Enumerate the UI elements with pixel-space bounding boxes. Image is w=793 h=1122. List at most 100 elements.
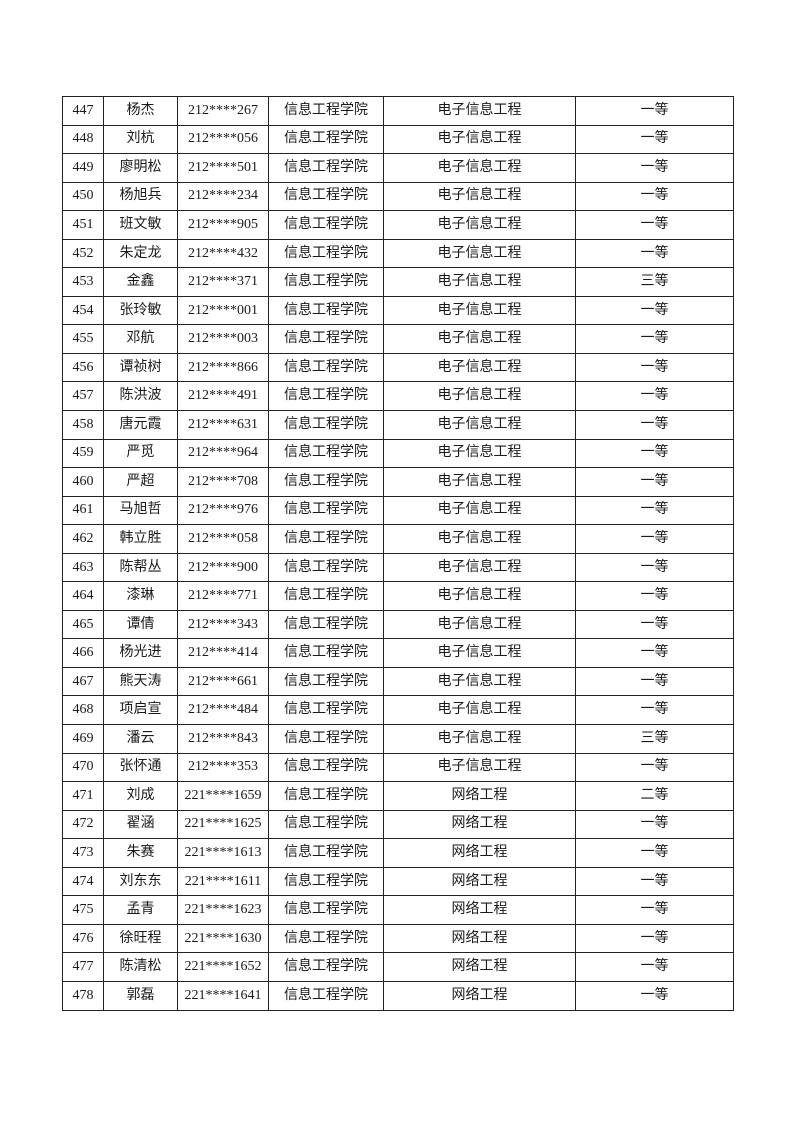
cell-college: 信息工程学院: [268, 238, 384, 269]
table-row: 463 陈帮丛 212****900 信息工程学院 电子信息工程 一等: [62, 552, 734, 583]
table-row: 455 邓航 212****003 信息工程学院 电子信息工程 一等: [62, 324, 734, 354]
cell-award-level: 一等: [575, 895, 734, 925]
cell-student-id: 212****491: [177, 381, 269, 412]
cell-serial-number: 460: [62, 467, 104, 497]
table-row: 452 朱定龙 212****432 信息工程学院 电子信息工程 一等: [62, 238, 734, 269]
cell-student-id: 212****976: [177, 495, 269, 526]
cell-college: 信息工程学院: [268, 724, 384, 754]
table-row: 454 张玲敏 212****001 信息工程学院 电子信息工程 一等: [62, 295, 734, 326]
cell-serial-number: 468: [62, 695, 104, 726]
cell-major: 网络工程: [383, 838, 576, 868]
cell-college: 信息工程学院: [268, 923, 384, 954]
cell-college: 信息工程学院: [268, 838, 384, 868]
cell-college: 信息工程学院: [268, 695, 384, 726]
cell-serial-number: 467: [62, 666, 104, 697]
cell-student-name: 陈洪波: [103, 381, 178, 412]
cell-student-name: 陈帮丛: [103, 552, 178, 583]
cell-student-id: 221****1613: [177, 838, 269, 868]
cell-student-name: 张玲敏: [103, 295, 178, 326]
cell-award-level: 三等: [575, 267, 734, 297]
cell-serial-number: 458: [62, 410, 104, 440]
cell-award-level: 一等: [575, 923, 734, 954]
table-row: 472 翟涵 221****1625 信息工程学院 网络工程 一等: [62, 809, 734, 840]
cell-student-id: 212****056: [177, 124, 269, 155]
cell-award-level: 三等: [575, 724, 734, 754]
cell-college: 信息工程学院: [268, 524, 384, 554]
cell-student-id: 212****267: [177, 96, 269, 126]
cell-serial-number: 473: [62, 838, 104, 868]
cell-major: 网络工程: [383, 923, 576, 954]
cell-major: 网络工程: [383, 809, 576, 840]
cell-major: 电子信息工程: [383, 581, 576, 611]
cell-student-name: 熊天涛: [103, 666, 178, 697]
cell-college: 信息工程学院: [268, 781, 384, 811]
cell-college: 信息工程学院: [268, 352, 384, 383]
cell-student-name: 杨杰: [103, 96, 178, 126]
cell-student-name: 杨旭兵: [103, 181, 178, 212]
cell-student-id: 212****708: [177, 467, 269, 497]
cell-serial-number: 457: [62, 381, 104, 412]
cell-serial-number: 464: [62, 581, 104, 611]
cell-college: 信息工程学院: [268, 96, 384, 126]
cell-student-name: 谭倩: [103, 609, 178, 640]
cell-major: 电子信息工程: [383, 524, 576, 554]
cell-major: 电子信息工程: [383, 153, 576, 183]
cell-award-level: 一等: [575, 980, 734, 1011]
cell-student-id: 212****631: [177, 410, 269, 440]
cell-major: 网络工程: [383, 866, 576, 897]
table-row: 453 金鑫 212****371 信息工程学院 电子信息工程 三等: [62, 267, 734, 297]
cell-serial-number: 477: [62, 952, 104, 982]
table-row: 448 刘杭 212****056 信息工程学院 电子信息工程 一等: [62, 124, 734, 155]
cell-student-id: 212****484: [177, 695, 269, 726]
table-row: 460 严超 212****708 信息工程学院 电子信息工程 一等: [62, 467, 734, 497]
cell-student-name: 金鑫: [103, 267, 178, 297]
cell-student-id: 221****1630: [177, 923, 269, 954]
cell-major: 电子信息工程: [383, 267, 576, 297]
table-row: 462 韩立胜 212****058 信息工程学院 电子信息工程 一等: [62, 524, 734, 554]
cell-college: 信息工程学院: [268, 324, 384, 354]
table-row: 449 廖明松 212****501 信息工程学院 电子信息工程 一等: [62, 153, 734, 183]
cell-award-level: 一等: [575, 695, 734, 726]
cell-award-level: 一等: [575, 153, 734, 183]
cell-major: 电子信息工程: [383, 666, 576, 697]
cell-award-level: 一等: [575, 552, 734, 583]
cell-college: 信息工程学院: [268, 210, 384, 240]
cell-serial-number: 452: [62, 238, 104, 269]
cell-college: 信息工程学院: [268, 895, 384, 925]
table-row: 450 杨旭兵 212****234 信息工程学院 电子信息工程 一等: [62, 181, 734, 212]
cell-major: 网络工程: [383, 781, 576, 811]
cell-student-id: 212****343: [177, 609, 269, 640]
cell-award-level: 一等: [575, 524, 734, 554]
cell-student-id: 212****501: [177, 153, 269, 183]
cell-serial-number: 447: [62, 96, 104, 126]
cell-serial-number: 470: [62, 752, 104, 783]
cell-student-name: 漆琳: [103, 581, 178, 611]
table-row: 473 朱赛 221****1613 信息工程学院 网络工程 一等: [62, 838, 734, 868]
cell-student-id: 212****900: [177, 552, 269, 583]
cell-student-id: 212****003: [177, 324, 269, 354]
cell-college: 信息工程学院: [268, 124, 384, 155]
cell-award-level: 一等: [575, 752, 734, 783]
table-row: 447 杨杰 212****267 信息工程学院 电子信息工程 一等: [62, 96, 734, 126]
table-row: 464 漆琳 212****771 信息工程学院 电子信息工程 一等: [62, 581, 734, 611]
cell-student-name: 韩立胜: [103, 524, 178, 554]
cell-award-level: 一等: [575, 124, 734, 155]
cell-student-id: 212****843: [177, 724, 269, 754]
cell-college: 信息工程学院: [268, 866, 384, 897]
cell-college: 信息工程学院: [268, 980, 384, 1011]
table-row: 467 熊天涛 212****661 信息工程学院 电子信息工程 一等: [62, 666, 734, 697]
cell-college: 信息工程学院: [268, 295, 384, 326]
cell-college: 信息工程学院: [268, 581, 384, 611]
cell-award-level: 一等: [575, 495, 734, 526]
cell-student-name: 唐元霞: [103, 410, 178, 440]
cell-student-id: 212****001: [177, 295, 269, 326]
cell-serial-number: 466: [62, 638, 104, 668]
table-row: 476 徐旺程 221****1630 信息工程学院 网络工程 一等: [62, 923, 734, 954]
cell-student-id: 212****866: [177, 352, 269, 383]
table-row: 474 刘东东 221****1611 信息工程学院 网络工程 一等: [62, 866, 734, 897]
awards-table: 447 杨杰 212****267 信息工程学院 电子信息工程 一等 448 刘杭 212***…: [62, 96, 734, 1011]
cell-major: 网络工程: [383, 895, 576, 925]
cell-college: 信息工程学院: [268, 809, 384, 840]
cell-award-level: 一等: [575, 181, 734, 212]
